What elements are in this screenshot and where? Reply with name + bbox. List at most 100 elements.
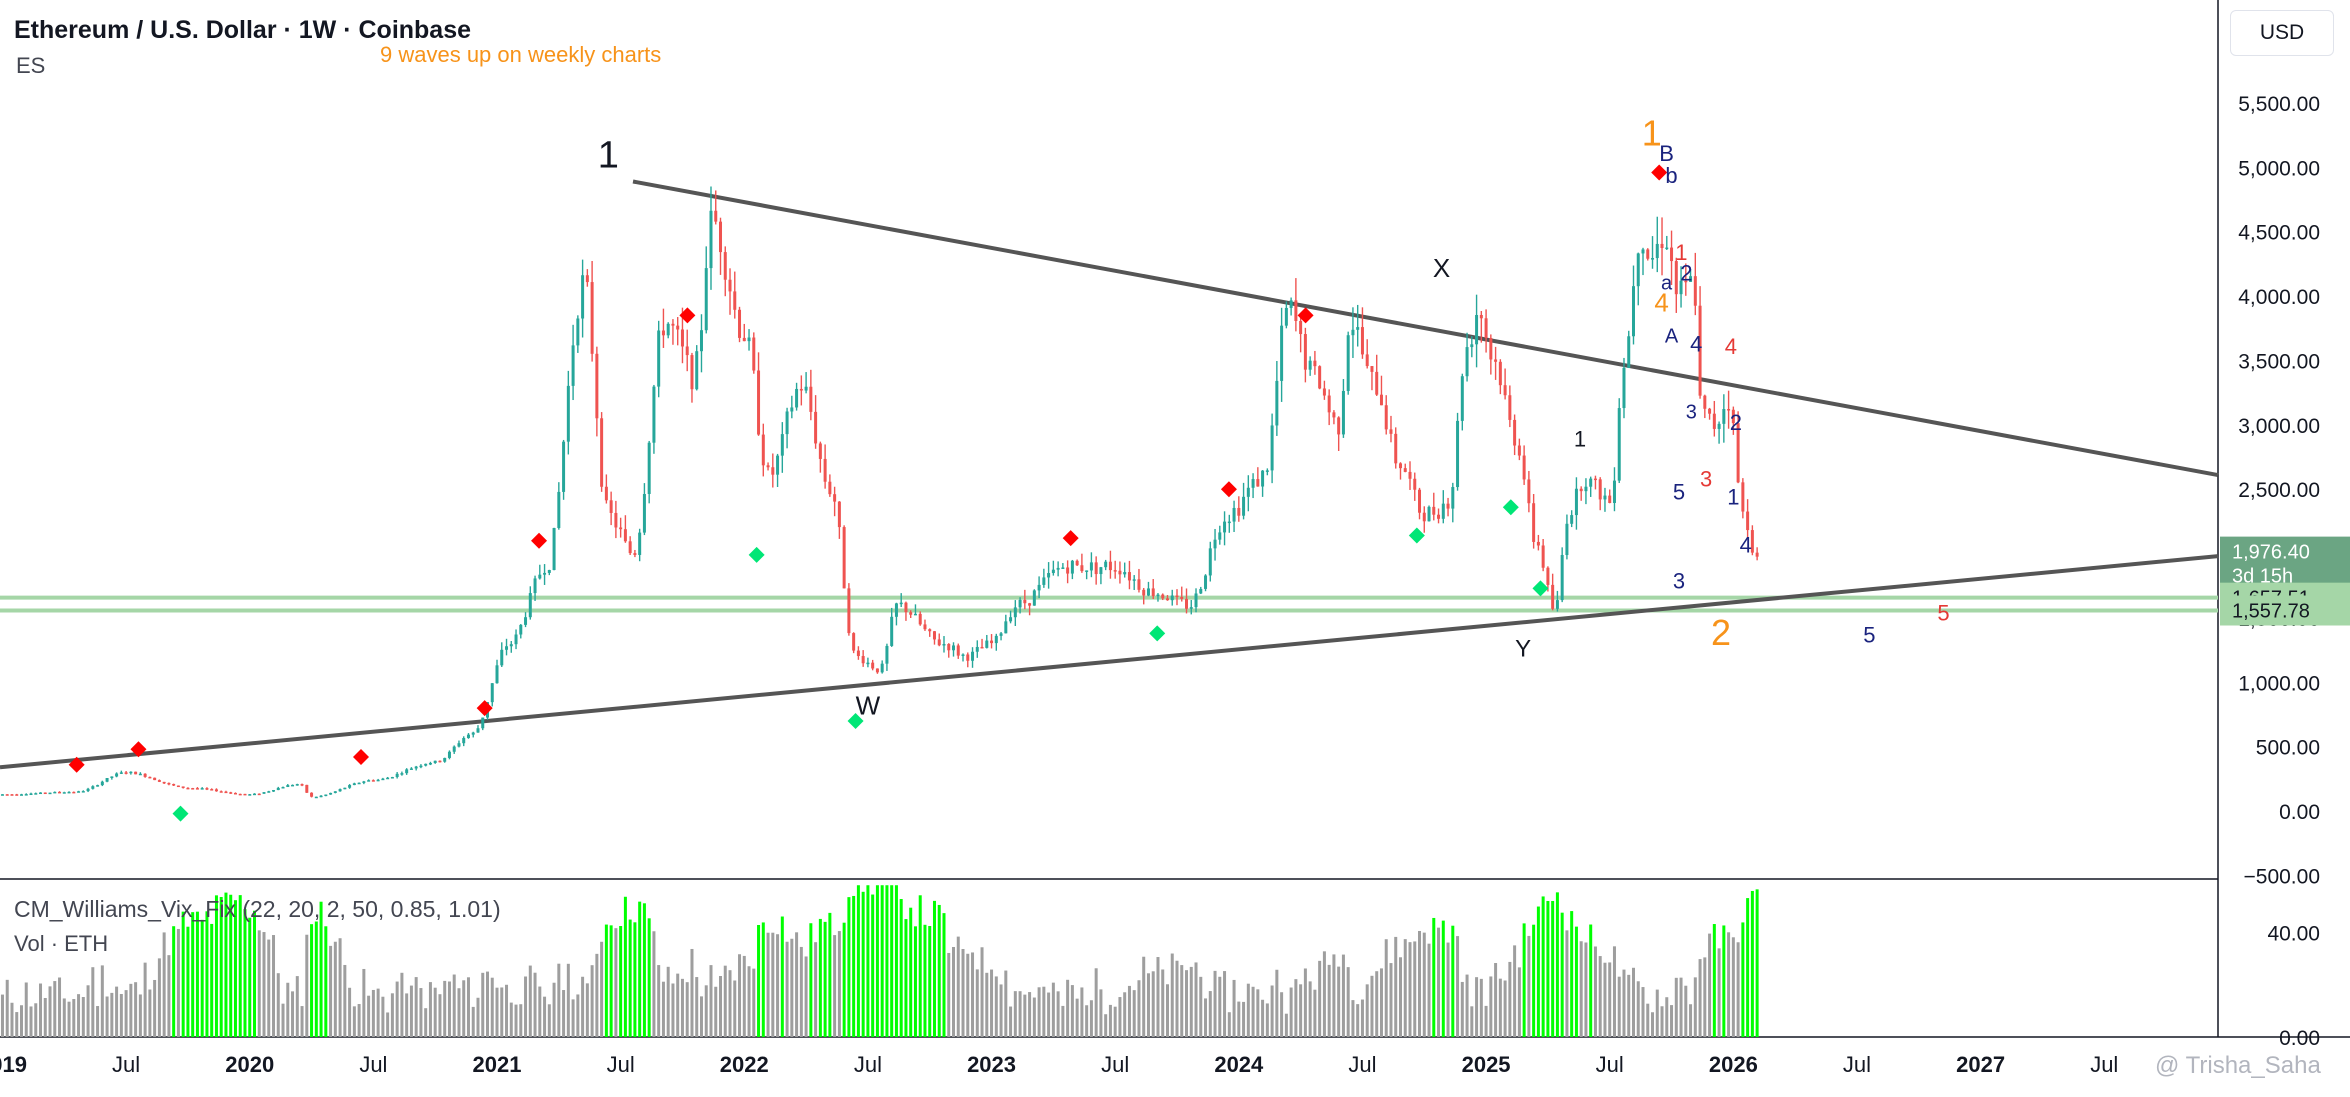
candle-body xyxy=(1089,562,1093,571)
vix-bar xyxy=(91,967,95,1037)
vix-bar xyxy=(233,900,237,1037)
vix-bar xyxy=(809,923,813,1037)
candle-body xyxy=(1427,506,1431,522)
signal-diamond xyxy=(1532,580,1549,597)
vix-bar xyxy=(828,912,832,1037)
candle-body xyxy=(1161,594,1165,599)
vix-bar xyxy=(381,996,385,1037)
candle-body xyxy=(1185,598,1189,609)
candle-body xyxy=(1636,253,1640,287)
candle-body xyxy=(1394,433,1398,464)
price-tick-label: 4,000.00 xyxy=(2238,286,2320,309)
price-tick-label: 500.00 xyxy=(2256,737,2320,760)
volume-label[interactable]: Vol · ETH xyxy=(14,931,109,956)
vix-bar xyxy=(148,989,152,1037)
candle-body xyxy=(1180,596,1184,599)
vix-bar xyxy=(162,932,166,1037)
candle-body xyxy=(300,784,304,786)
candle-body xyxy=(880,663,884,673)
vix-bar xyxy=(1337,966,1341,1037)
currency-button[interactable]: USD xyxy=(2230,10,2334,56)
candle-body xyxy=(604,486,608,501)
candle-body xyxy=(1094,562,1098,575)
candle-body xyxy=(1560,555,1564,601)
candle-body xyxy=(1365,354,1369,367)
candle-body xyxy=(1165,598,1169,601)
vix-bar xyxy=(685,982,689,1037)
wave-label: 4 xyxy=(1654,288,1668,318)
candle-body xyxy=(1313,360,1317,367)
vix-bar xyxy=(1185,970,1189,1037)
candle-body xyxy=(1470,344,1474,348)
vix-bar xyxy=(1365,984,1369,1037)
signal-diamond xyxy=(130,741,147,758)
vix-bar xyxy=(1047,992,1051,1037)
vix-bar xyxy=(186,926,190,1037)
price-tick-label: 2,500.00 xyxy=(2238,479,2320,502)
vix-bar xyxy=(904,919,908,1037)
vix-bar xyxy=(1589,924,1593,1037)
candle-body xyxy=(538,574,542,579)
vix-bar xyxy=(932,900,936,1037)
vix-bar xyxy=(119,993,123,1037)
vix-bar xyxy=(1351,1000,1355,1037)
vix-bar xyxy=(1042,986,1046,1037)
wave-label: A xyxy=(1665,325,1679,347)
signal-diamond xyxy=(847,712,864,729)
vix-bar xyxy=(1622,969,1626,1037)
candle-body xyxy=(305,784,309,793)
candle-body xyxy=(1199,588,1203,594)
candle-body xyxy=(105,778,109,782)
vix-bar xyxy=(248,917,252,1037)
time-tick-label: Jul xyxy=(1596,1052,1624,1077)
vix-bar xyxy=(24,982,28,1037)
candle-body xyxy=(433,760,437,763)
candle-body xyxy=(1555,600,1559,609)
candle-body xyxy=(1741,482,1745,512)
candle-body xyxy=(1232,507,1236,522)
indicator-title[interactable]: CM_Williams_Vix_Fix (22, 20, 2, 50, 0.85… xyxy=(14,896,501,922)
vix-bar xyxy=(10,1002,14,1037)
vix-bar xyxy=(547,1004,551,1037)
candle-body xyxy=(129,771,133,774)
vix-bar xyxy=(1089,1000,1093,1037)
vix-bar xyxy=(956,936,960,1037)
candle-body xyxy=(1489,338,1493,360)
candle-body xyxy=(200,788,204,790)
candle-body xyxy=(1698,305,1702,396)
vix-bar xyxy=(310,924,314,1037)
vix-bar xyxy=(1085,1005,1089,1037)
candle-body xyxy=(1655,243,1659,259)
candle-body xyxy=(913,613,917,616)
candle-body xyxy=(557,491,561,528)
candle-body xyxy=(1627,336,1631,368)
candle-body xyxy=(143,773,147,777)
vix-bar xyxy=(1142,956,1146,1037)
vix-bar xyxy=(505,984,509,1037)
price-tick-label: 3,000.00 xyxy=(2238,415,2320,438)
candle-body xyxy=(176,785,180,788)
vix-bar xyxy=(1708,933,1712,1037)
vix-bar xyxy=(1679,977,1683,1037)
vix-bar xyxy=(390,993,394,1037)
candle-body xyxy=(1574,488,1578,516)
candle-body xyxy=(994,635,998,644)
candle-body xyxy=(110,776,114,779)
candle-body xyxy=(134,771,138,775)
candle-body xyxy=(985,640,989,648)
candle-body xyxy=(191,788,195,790)
candle-body xyxy=(1261,470,1265,487)
candle-body xyxy=(405,769,409,774)
vix-bar xyxy=(528,965,532,1037)
vix-bar xyxy=(1717,948,1721,1037)
candle-body xyxy=(757,370,761,435)
candle-body xyxy=(352,783,356,786)
vix-bar xyxy=(543,996,547,1037)
vix-bar xyxy=(1451,925,1455,1037)
candle-body xyxy=(1565,523,1569,556)
price-tick-label: −500.00 xyxy=(2244,865,2321,888)
candle-body xyxy=(148,776,152,779)
candle-body xyxy=(390,777,394,779)
